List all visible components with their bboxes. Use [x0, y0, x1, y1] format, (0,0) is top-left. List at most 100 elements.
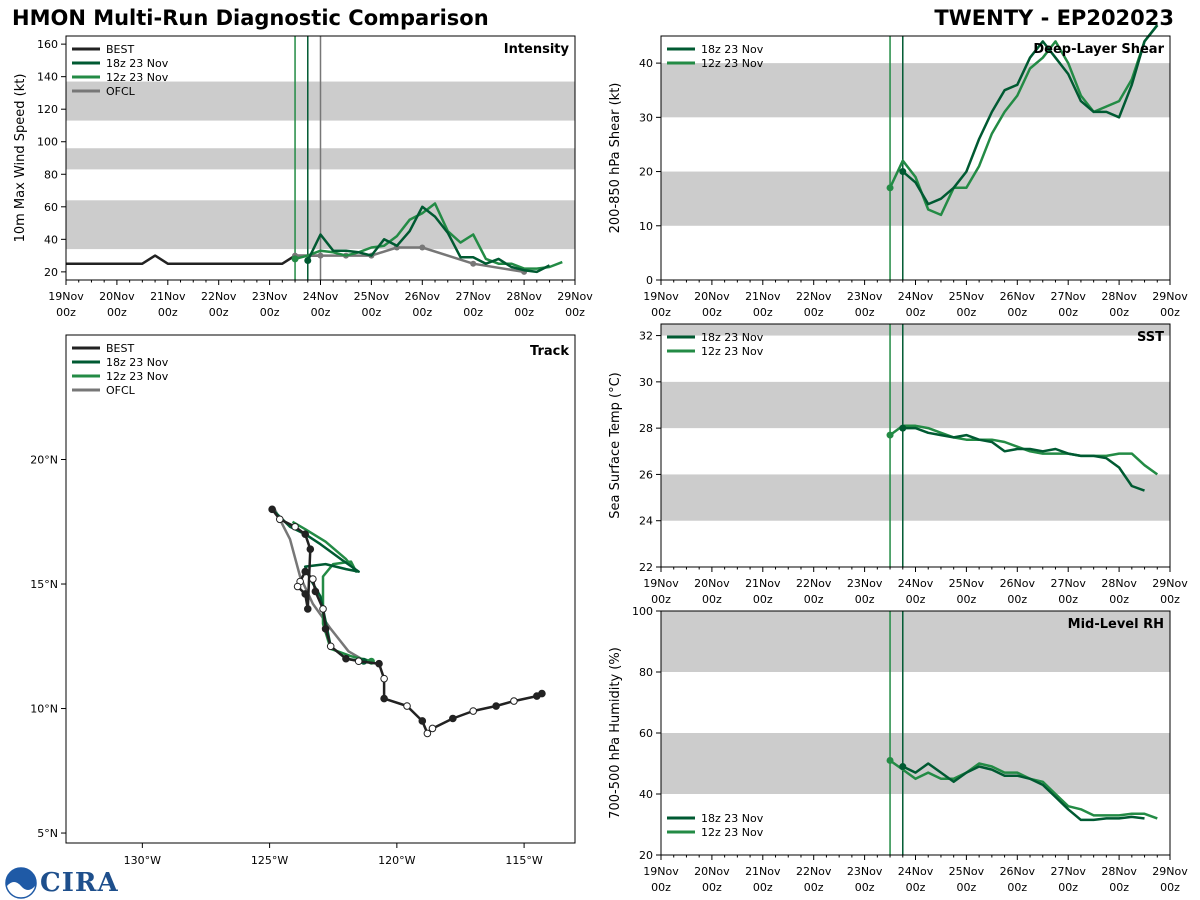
axes-frame [65, 334, 576, 844]
x-tick-label: 125°W [251, 854, 288, 867]
x-tick-label-hour: 00z [56, 306, 76, 319]
y-tick-label: 10°N [30, 703, 58, 716]
x-tick-label-day: 28Nov [1101, 290, 1137, 303]
init-point-3 [304, 256, 312, 264]
y-tick-label: 30 [639, 376, 653, 389]
panel-title: Intensity [504, 42, 570, 57]
legend-label-1: 18z 23 Nov [106, 356, 169, 369]
x-tick-label-hour: 00z [651, 593, 671, 606]
x-tick-label-day: 24Nov [898, 290, 934, 303]
x-tick-label-hour: 00z [1058, 593, 1078, 606]
x-tick-label-day: 19Nov [48, 290, 84, 303]
figure-title-right: TWENTY - EP202023 [934, 6, 1174, 30]
x-tick-label-day: 22Nov [796, 290, 832, 303]
track-point-29 [268, 505, 276, 514]
x-tick-label-hour: 00z [158, 306, 178, 319]
series-12z-23-nov [294, 202, 563, 270]
x-tick-label-day: 20Nov [694, 577, 730, 590]
track-point-3 [492, 702, 500, 710]
y-tick-label: 30 [639, 111, 653, 124]
legend-label-0: 18z 23 Nov [701, 43, 764, 56]
y-tick-label: 20 [639, 849, 653, 862]
y-tick-label: 32 [639, 330, 653, 343]
x-tick-label-hour: 00z [412, 306, 432, 319]
x-tick-label-day: 24Nov [898, 865, 934, 878]
x-tick-label-hour: 00z [855, 593, 875, 606]
x-tick-label-hour: 00z [957, 881, 977, 894]
track-point-9 [403, 702, 411, 710]
x-tick-label-day: 26Nov [405, 290, 441, 303]
x-tick-label-hour: 00z [1058, 306, 1078, 319]
x-tick-label-hour: 00z [702, 593, 722, 606]
x-tick-label-hour: 00z [804, 593, 824, 606]
y-axis-label: 700-500 hPa Humidity (%) [608, 647, 623, 819]
x-tick-label-day: 29Nov [1152, 577, 1188, 590]
y-tick-label: 60 [639, 727, 653, 740]
track-point-18 [311, 587, 320, 596]
x-tick-label-hour: 00z [651, 881, 671, 894]
x-tick-label-day: 23Nov [847, 865, 883, 878]
x-tick-label-day: 25Nov [949, 290, 985, 303]
y-tick-label: 20 [44, 266, 58, 279]
x-tick-label: 115°W [505, 854, 542, 867]
track-point-19 [309, 575, 317, 583]
init-point-0 [886, 431, 894, 439]
series-12z-23-nov [889, 759, 1158, 820]
track-point-23 [301, 590, 310, 598]
y-tick-label: 80 [44, 168, 58, 181]
panel-title: SST [1137, 330, 1164, 345]
x-tick-label-hour: 00z [753, 306, 773, 319]
legend-label-0: 18z 23 Nov [701, 331, 764, 344]
x-tick-label-day: 27Nov [455, 290, 491, 303]
x-tick-label-day: 19Nov [643, 290, 679, 303]
x-tick-label-day: 29Nov [1152, 290, 1188, 303]
band-0 [661, 171, 1170, 226]
y-tick-label: 10 [639, 220, 653, 233]
x-tick-label-hour: 00z [702, 881, 722, 894]
y-axis-label: Sea Surface Temp (°C) [608, 372, 623, 519]
x-tick-label-day: 27Nov [1050, 577, 1086, 590]
track-point-27 [291, 522, 299, 531]
x-tick-label-day: 23Nov [847, 290, 883, 303]
x-tick-label-day: 25Nov [949, 577, 985, 590]
track-point-1 [533, 692, 541, 700]
legend-label-2: 12z 23 Nov [106, 71, 169, 84]
x-tick-label-hour: 00z [651, 306, 671, 319]
panel-title: Deep-Layer Shear [1033, 42, 1164, 57]
x-tick-label-hour: 00z [855, 881, 875, 894]
series-18z-23-nov [902, 762, 1145, 822]
y-tick-label: 20 [639, 166, 653, 179]
figure-title-left: HMON Multi-Run Diagnostic Comparison [12, 6, 489, 30]
y-tick-label: 40 [639, 788, 653, 801]
x-tick-label-hour: 00z [906, 881, 926, 894]
y-tick-label: 140 [37, 71, 58, 84]
track-point-17 [319, 605, 327, 613]
x-tick-label-day: 25Nov [354, 290, 390, 303]
legend-label-3: OFCL [106, 384, 136, 397]
x-tick-label-hour: 00z [1160, 306, 1180, 319]
x-tick-label-hour: 00z [1109, 306, 1129, 319]
series-18z-23-nov [902, 426, 1145, 492]
legend-label-1: 12z 23 Nov [701, 57, 764, 70]
x-tick-label-day: 20Nov [694, 865, 730, 878]
x-tick-label-day: 27Nov [1050, 865, 1086, 878]
track-point-7 [423, 729, 432, 738]
y-tick-label: 0 [646, 274, 653, 287]
x-tick-label-hour: 00z [702, 306, 722, 319]
x-tick-label-day: 29Nov [1152, 865, 1188, 878]
point-1-6 [470, 260, 477, 267]
x-tick-label: 130°W [124, 854, 161, 867]
x-tick-label-hour: 00z [957, 306, 977, 319]
legend-label-1: 12z 23 Nov [701, 826, 764, 839]
y-tick-label: 15°N [30, 578, 58, 591]
legend-label-0: BEST [106, 43, 134, 56]
track-point-4 [469, 707, 478, 715]
panel-intensity: 19Nov 00z 20Nov 00z 21Nov 00z 22Nov 00z 23Nov 00z… [13, 35, 593, 319]
x-tick-label-hour: 00z [565, 306, 585, 319]
x-tick-label-hour: 00z [906, 306, 926, 319]
x-tick-label-day: 26Nov [1000, 290, 1036, 303]
track-best [271, 508, 543, 735]
x-tick-label-day: 21Nov [745, 290, 781, 303]
track-point-20 [301, 567, 310, 576]
x-tick-label-day: 22Nov [201, 290, 237, 303]
